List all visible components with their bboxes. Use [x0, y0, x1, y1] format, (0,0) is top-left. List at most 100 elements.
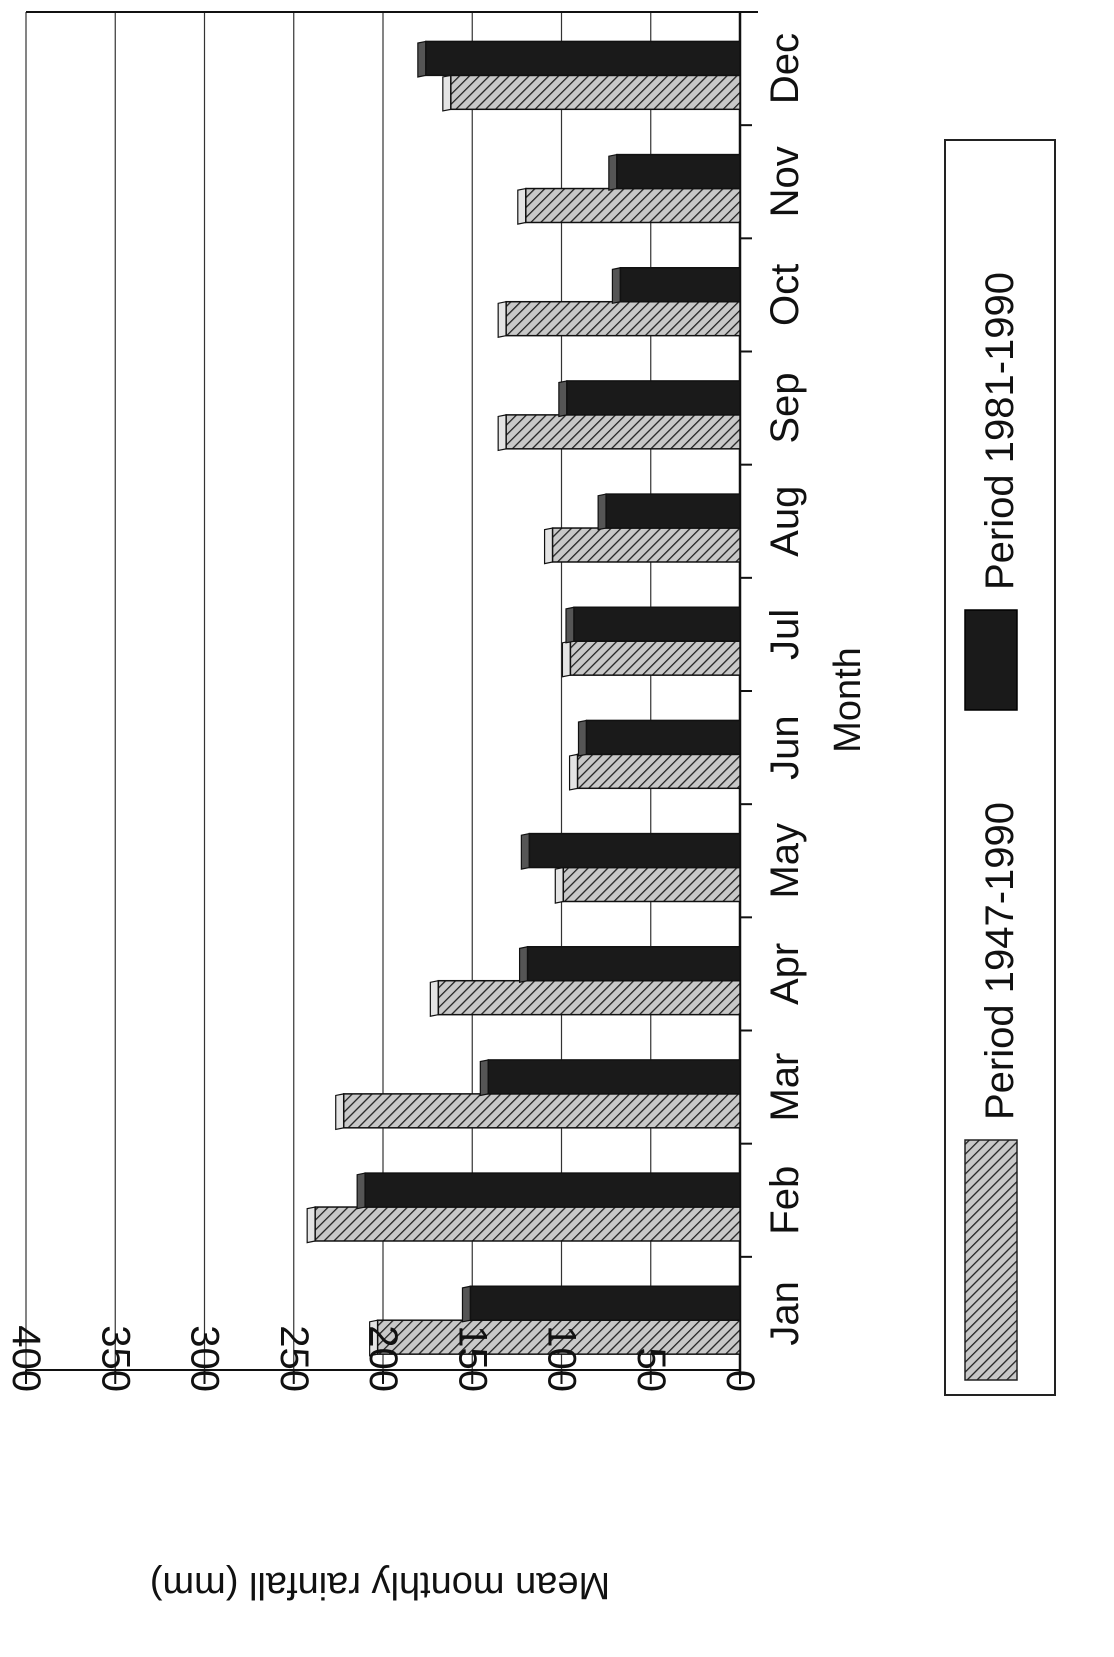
bar-face [605, 493, 741, 529]
bar-1947-1990-nov [517, 187, 741, 225]
bar-face [616, 153, 741, 190]
category-label: Dec [763, 33, 807, 104]
bar-face [576, 753, 741, 790]
x-axis-title-group: Month [827, 647, 869, 753]
category-label: Jun [763, 715, 807, 780]
bar-1981-1990-jan [461, 1285, 741, 1323]
bar-1981-1990-sep [558, 380, 741, 418]
bar-cap [597, 493, 607, 531]
bar-face [505, 300, 741, 337]
bar-cap [518, 946, 529, 984]
category-label: Oct [763, 264, 807, 326]
category-label: Jul [763, 609, 807, 660]
bar-1981-1990-may [520, 832, 741, 870]
bar-cap [558, 380, 568, 418]
bar-1947-1990-mar [335, 1093, 741, 1131]
bar-cap [608, 153, 618, 191]
category-label: Feb [763, 1166, 807, 1235]
bar-face [619, 267, 741, 303]
bar-face [505, 414, 741, 450]
bar-1981-1990-nov [608, 153, 741, 191]
bar-face [569, 640, 741, 676]
value-tick-label: 300 [183, 1325, 227, 1392]
bar-face [526, 946, 741, 982]
value-tick-label: 350 [93, 1325, 137, 1392]
value-tick-label: 50 [629, 1348, 673, 1393]
value-tick-label: 250 [272, 1325, 316, 1392]
bar-1981-1990-dec [417, 40, 741, 78]
bar-face [342, 1093, 741, 1129]
bars [306, 40, 741, 1357]
category-label: Jan [763, 1281, 807, 1346]
category-label: Nov [763, 146, 807, 217]
bar-face [566, 380, 741, 416]
bar-face [469, 1285, 741, 1321]
grid-lines [25, 12, 741, 1376]
bar-1947-1990-jan [369, 1319, 741, 1357]
legend-swatch-hatched [964, 1139, 1018, 1381]
bar-cap [429, 979, 439, 1017]
legend: Period 1947-1990 Period 1981-1990 [944, 139, 1056, 1396]
value-tick-label: 200 [361, 1325, 405, 1392]
bar-1947-1990-dec [442, 74, 741, 112]
bar-1947-1990-jul [561, 640, 741, 678]
category-label: Aug [763, 486, 807, 557]
bar-cap [520, 832, 530, 870]
bar-face [562, 866, 741, 903]
category-label: Mar [763, 1053, 807, 1122]
bar-1947-1990-aug [543, 527, 741, 565]
y-axis-title-group: Mean monthly rainfall (mm) [150, 1564, 610, 1606]
legend-label-series-2: Period 1981-1990 [978, 272, 1022, 590]
legend-item-series-1981-1990: Period 1981-1990 [964, 272, 1022, 711]
bar-cap [417, 40, 427, 78]
bar-face [364, 1172, 741, 1208]
bar-face [450, 74, 741, 111]
bar-1947-1990-may [554, 866, 741, 904]
bar-1947-1990-jun [568, 753, 741, 791]
x-axis-title: Month [827, 647, 869, 753]
bar-1947-1990-sep [497, 414, 741, 452]
bar-cap [461, 1285, 472, 1323]
category-label: Sep [763, 372, 807, 443]
bar-face [314, 1206, 741, 1242]
bar-face [525, 187, 741, 224]
bar-cap [497, 414, 507, 452]
axis-ticks [25, 11, 752, 1384]
bar-1981-1990-jun [577, 719, 741, 757]
legend-item-series-1947-1990: Period 1947-1990 [964, 802, 1022, 1381]
bar-face [376, 1319, 741, 1355]
category-label: May [763, 823, 807, 899]
bar-cap [565, 606, 575, 644]
bar-face [528, 832, 741, 869]
bar-cap [561, 640, 572, 678]
bar-face [487, 1059, 741, 1095]
legend-label-series-1: Period 1947-1990 [978, 802, 1022, 1120]
category-label: Apr [763, 943, 807, 1005]
bar-1981-1990-aug [597, 493, 741, 531]
value-tick-label: 400 [4, 1325, 48, 1392]
bar-1981-1990-feb [356, 1172, 741, 1210]
axis-labels: 0 50 100 150 200 250 300 350 400 Jan Feb Mar Apr May J… [4, 33, 807, 1392]
bar-1981-1990-apr [518, 946, 741, 984]
y-axis-title: Mean monthly rainfall (mm) [150, 1564, 610, 1606]
bar-cap [497, 300, 507, 338]
bar-1947-1990-feb [306, 1206, 741, 1244]
bar-cap [517, 187, 527, 225]
bar-cap [577, 719, 588, 757]
value-tick-label: 0 [718, 1370, 762, 1392]
bar-1947-1990-oct [497, 300, 741, 338]
bar-face [585, 719, 741, 756]
bar-1981-1990-jul [565, 606, 741, 644]
legend-swatch-solid [964, 609, 1018, 711]
bar-cap [306, 1206, 316, 1244]
bar-cap [611, 267, 622, 305]
bar-face [437, 979, 741, 1016]
bar-cap [479, 1059, 489, 1097]
bar-cap [554, 866, 564, 904]
bar-cap [568, 753, 579, 791]
bar-1947-1990-apr [429, 979, 741, 1017]
value-tick-label: 100 [540, 1325, 584, 1392]
value-tick-label: 150 [450, 1325, 494, 1392]
bar-cap [356, 1172, 366, 1210]
